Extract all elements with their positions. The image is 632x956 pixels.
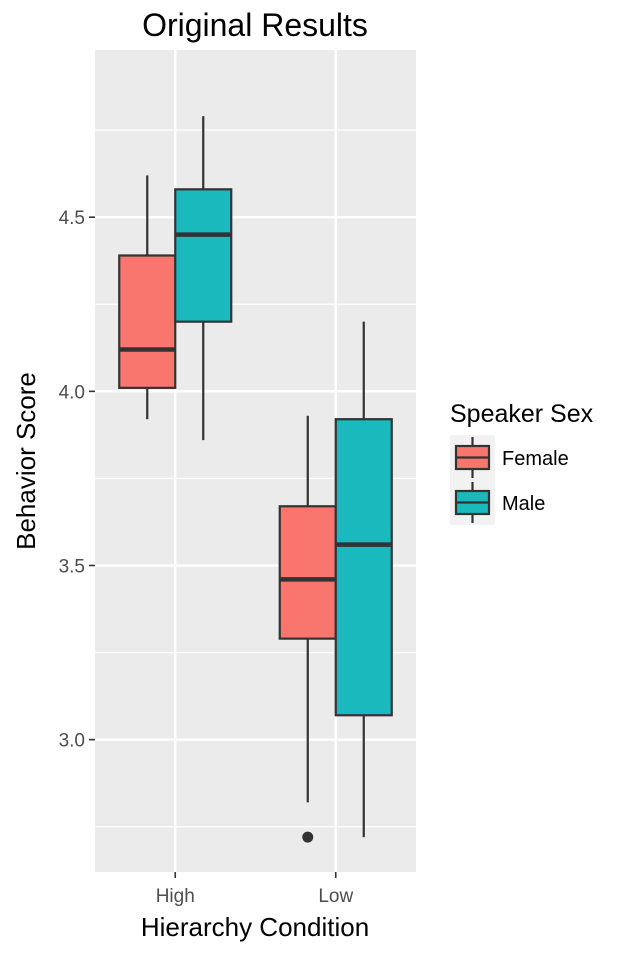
box-body xyxy=(334,418,393,717)
legend-title: Speaker Sex xyxy=(450,400,594,428)
box-male-low xyxy=(334,321,393,838)
x-axis-title: Hierarchy Condition xyxy=(141,912,369,942)
box-female-low xyxy=(278,415,337,843)
legend: Speaker Sex Female Male xyxy=(450,400,594,525)
y-axis: 3.0 3.5 4.0 4.5 xyxy=(59,208,95,752)
box-layer xyxy=(118,116,393,843)
y-tick-label: 3.5 xyxy=(59,556,85,577)
y-axis-title: Behavior Score xyxy=(11,372,41,550)
x-axis: High Low xyxy=(156,872,353,907)
chart-title: Original Results xyxy=(142,7,368,43)
outlier-point xyxy=(302,831,314,843)
box-male-high xyxy=(174,116,233,441)
legend-label: Male xyxy=(502,493,545,515)
box-body xyxy=(278,505,337,640)
legend-label: Female xyxy=(502,448,569,470)
x-tick-label: Low xyxy=(318,886,353,907)
box-female-high xyxy=(118,175,177,420)
legend-item-female: Female xyxy=(450,435,569,480)
y-tick-label: 3.0 xyxy=(59,731,85,752)
box-body xyxy=(174,188,233,323)
y-tick-label: 4.5 xyxy=(59,208,85,229)
box-body xyxy=(118,254,177,389)
legend-item-male: Male xyxy=(450,480,545,525)
x-tick-label: High xyxy=(156,886,195,907)
y-tick-label: 4.0 xyxy=(59,382,85,403)
